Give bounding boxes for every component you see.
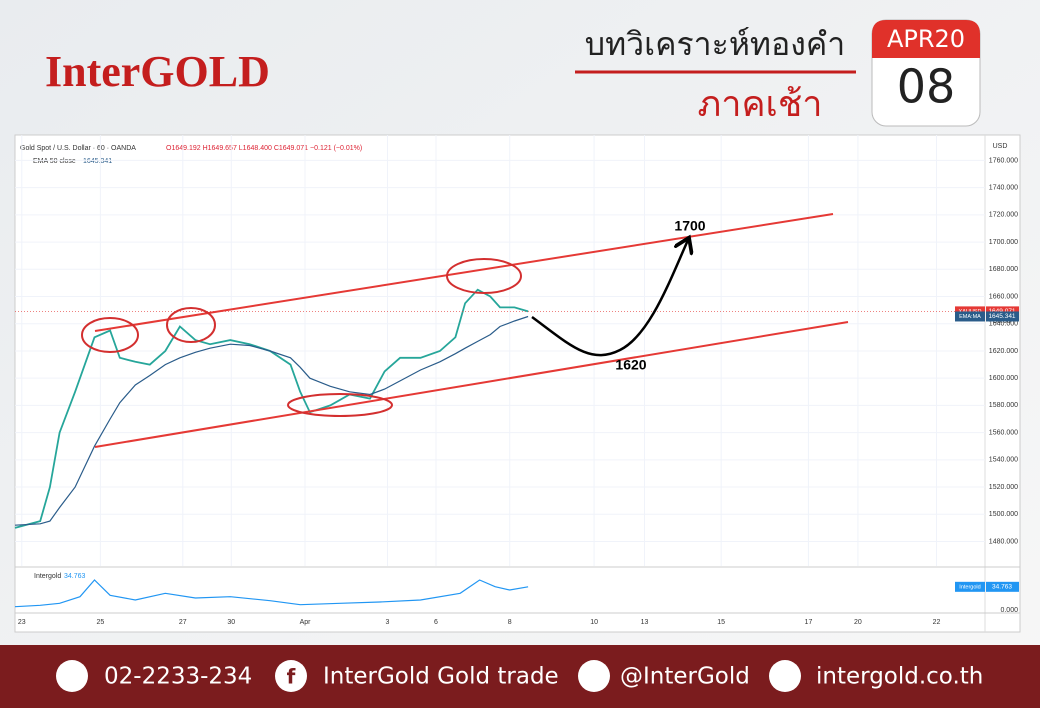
ema-legend-value: 1645.341	[83, 158, 112, 165]
circle	[81, 317, 139, 353]
lower-channel	[94, 321, 849, 448]
y-tick-label: 1540.000	[989, 457, 1018, 464]
countdown: 35:03	[993, 318, 1011, 325]
y-tick-label: 0.000	[1000, 607, 1018, 614]
line-id: @InterGold	[620, 664, 750, 690]
series-line	[14, 315, 529, 526]
facebook: InterGold Gold trade	[323, 664, 559, 690]
y-tick-label: 1580.000	[989, 402, 1018, 409]
calendar-month: APR20	[887, 25, 965, 53]
x-tick-label: 8	[508, 619, 512, 626]
circle	[446, 258, 522, 294]
price-tag-value: 34.763	[992, 584, 1012, 591]
circle	[287, 393, 393, 417]
price-tag	[955, 311, 985, 322]
facebook-glyph: f	[287, 665, 296, 689]
y-tick-label: 1600.000	[989, 375, 1018, 382]
y-tick-label: 1620.000	[989, 348, 1018, 355]
price-tag-name: EMA:MA	[959, 314, 981, 320]
footer-bar	[0, 645, 1040, 708]
y-tick-label: 1680.000	[989, 266, 1018, 273]
x-tick-label: 15	[717, 619, 725, 626]
price-tag	[955, 306, 985, 317]
phone: 02-2233-234	[104, 664, 252, 690]
series-line	[14, 579, 529, 608]
brand-logo: InterGOLD	[45, 47, 270, 96]
y-tick-label: 1700.000	[989, 239, 1018, 246]
title: บทวิเคราะห์ทองคำ	[585, 25, 845, 63]
price-tag-value-box	[986, 311, 1019, 322]
drawings: 1700 1620	[81, 213, 849, 448]
x-tick-label: 3	[386, 619, 390, 626]
y-tick-label: 1520.000	[989, 484, 1018, 491]
price-tag-value: 1645.341	[988, 313, 1015, 320]
chart-panel	[14, 134, 1021, 633]
price-tag-name: Intergold	[959, 584, 980, 590]
x-tick-label: 20	[854, 619, 862, 626]
x-tick-label: 22	[933, 619, 941, 626]
y-tick-label: 1660.000	[989, 293, 1018, 300]
y-tick-label: 1740.000	[989, 184, 1018, 191]
y-tick-label: 1480.000	[989, 538, 1018, 545]
y-tick-label: 1760.000	[989, 157, 1018, 164]
circle	[166, 307, 216, 343]
x-tick-label: 10	[590, 619, 598, 626]
x-tick-label: Apr	[300, 619, 312, 626]
ema-legend: EMA 50 close	[33, 158, 76, 165]
upper-channel	[94, 213, 834, 332]
price-tag-value-box	[986, 581, 1019, 592]
currency: USD	[993, 143, 1008, 150]
indicator-legend: Intergold	[34, 573, 61, 580]
website: intergold.co.th	[816, 664, 983, 690]
symbol-title: Gold Spot / U.S. Dollar · 60 · OANDA	[20, 145, 136, 152]
y-tick-label: 1640.000	[989, 321, 1018, 328]
price-tag-value-box	[986, 306, 1019, 317]
line-icon	[578, 660, 610, 692]
y-tick-label: 1500.000	[989, 511, 1018, 518]
phone-icon	[56, 660, 88, 692]
y-tick-label: 1720.000	[989, 212, 1018, 219]
indicator-legend-value: 34.763	[64, 573, 86, 580]
calendar-top	[872, 20, 980, 58]
x-tick-label: 6	[434, 619, 438, 626]
annotation: 1700	[674, 218, 705, 234]
x-tick-label: 27	[179, 619, 187, 626]
price-tag	[955, 581, 985, 592]
x-tick-label: 30	[227, 619, 235, 626]
subtitle: ภาคเช้า	[698, 84, 823, 125]
ohlc: O1649.192 H1649.657 L1648.400 C1649.071 …	[166, 145, 362, 152]
y-tick-label: 1560.000	[989, 429, 1018, 436]
x-tick-label: 23	[18, 619, 26, 626]
annotation: 1620	[615, 357, 646, 373]
web-icon	[769, 660, 801, 692]
x-tick-label: 13	[641, 619, 649, 626]
facebook-icon	[275, 660, 307, 692]
calendar-day: 08	[897, 60, 956, 114]
x-tick-label: 25	[96, 619, 104, 626]
forecast-path	[531, 240, 688, 357]
x-tick-label: 17	[805, 619, 813, 626]
